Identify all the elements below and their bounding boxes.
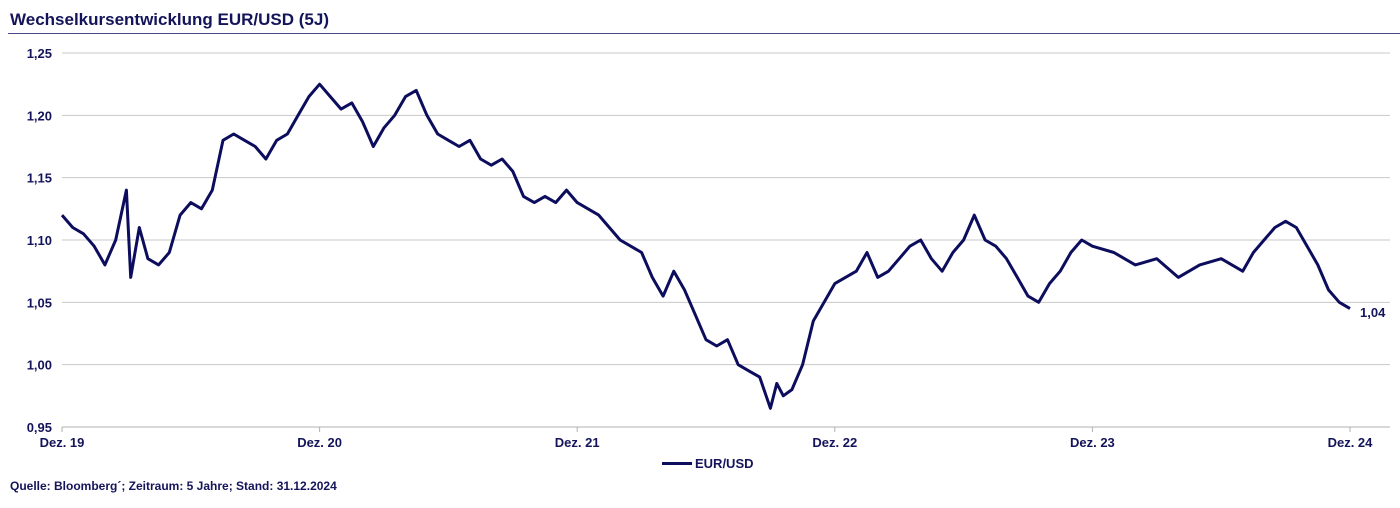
y-tick-label: 1,15 (27, 171, 52, 186)
chart-title: Wechselkursentwicklung EUR/USD (5J) (10, 10, 329, 29)
x-tick-label: Dez. 19 (40, 435, 85, 450)
x-tick-label: Dez. 22 (812, 435, 857, 450)
y-tick-label: 1,20 (27, 108, 52, 123)
title-rule (8, 33, 1400, 34)
y-tick-label: 1,00 (27, 358, 52, 373)
legend: EUR/USD (662, 456, 754, 471)
x-tick-label: Dez. 24 (1328, 435, 1374, 450)
y-tick-label: 1,05 (27, 295, 52, 310)
y-tick-label: 0,95 (27, 420, 52, 435)
y-tick-label: 1,10 (27, 233, 52, 248)
source-note: Quelle: Bloomberg´; Zeitraum: 5 Jahre; S… (10, 479, 337, 493)
y-tick-label: 1,25 (27, 46, 52, 61)
x-tick-label: Dez. 21 (555, 435, 600, 450)
x-tick-label: Dez. 20 (297, 435, 342, 450)
series-line-eurusd (60, 82, 1351, 410)
x-tick-label: Dez. 23 (1070, 435, 1115, 450)
legend-label: EUR/USD (695, 456, 754, 471)
last-value-label: 1,04 (1360, 305, 1386, 320)
legend-swatch (662, 462, 692, 465)
